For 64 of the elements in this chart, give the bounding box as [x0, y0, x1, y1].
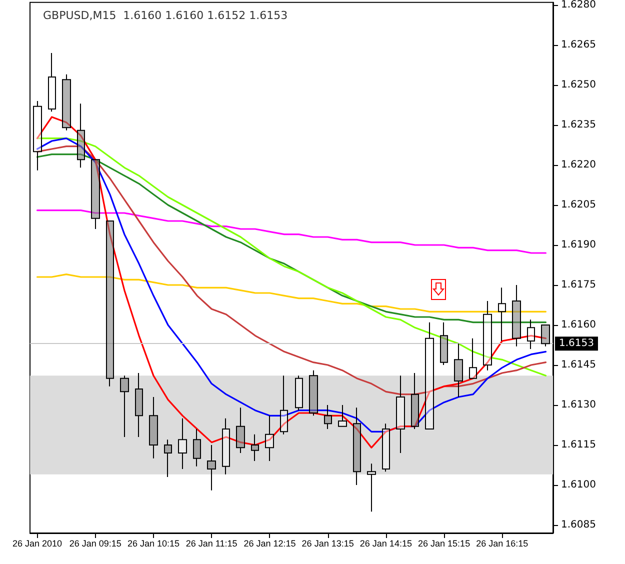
candlestick	[338, 404, 347, 427]
candlestick	[440, 322, 448, 366]
y-tick-label: 1.6175	[561, 280, 596, 290]
line-series	[36, 154, 547, 324]
y-tick-label: 1.6280	[561, 0, 596, 10]
x-tick-label: 26 Jan 2010	[12, 538, 62, 548]
candlestick	[512, 284, 521, 347]
line-series	[36, 274, 547, 312]
candlestick	[106, 220, 114, 387]
y-tick-label: 1.6115	[561, 440, 596, 450]
candlestick	[222, 418, 230, 475]
x-tick-label: 26 Jan 10:15	[127, 538, 180, 548]
candlestick	[135, 372, 143, 438]
y-tick-label: 1.6160	[561, 320, 596, 330]
candlestick	[265, 415, 274, 462]
candlestick	[541, 324, 550, 347]
candlestick	[367, 463, 376, 512]
candlestick	[498, 287, 506, 342]
y-tick-label: 1.6130	[561, 400, 596, 410]
candlestick	[425, 322, 434, 430]
candlestick	[324, 404, 332, 430]
candlestick	[483, 300, 492, 371]
x-tick-label: 26 Jan 09:15	[69, 538, 122, 548]
candlestick	[120, 375, 129, 438]
candlestick	[178, 418, 187, 470]
candlestick	[454, 343, 463, 398]
y-tick-label: 1.6235	[561, 120, 596, 130]
candlestick	[164, 439, 172, 478]
x-tick-label: 26 Jan 12:15	[244, 538, 296, 548]
candlestick	[207, 444, 216, 491]
candlestick	[48, 52, 56, 112]
candlestick	[77, 103, 85, 168]
y-tick-label: 1.6220	[561, 160, 596, 170]
x-tick-label: 26 Jan 15:15	[418, 538, 470, 548]
y-tick-label: 1.6145	[561, 360, 596, 370]
line-series	[36, 210, 547, 254]
candlestick	[382, 423, 390, 472]
candlestick	[91, 159, 100, 230]
x-tick-label: 26 Jan 11:15	[186, 538, 238, 548]
candlestick	[396, 375, 405, 454]
candlestick	[295, 375, 303, 411]
candlestick	[309, 370, 318, 416]
y-tick-label: 1.6100	[561, 480, 596, 490]
candlestick	[33, 100, 42, 171]
candlestick	[251, 434, 259, 462]
text: GBPUSD,M15 1.6160 1.6160 1.6152 1.6153	[43, 9, 288, 22]
candlestick	[149, 396, 158, 459]
ref-line-label: 1.6153	[559, 338, 594, 350]
y-tick-label: 1.6190	[561, 240, 596, 250]
y-tick-label: 1.6085	[561, 520, 596, 530]
x-tick-label: 26 Jan 16:15	[476, 538, 528, 548]
candlestick	[469, 338, 477, 379]
y-tick-label: 1.6205	[561, 200, 596, 210]
candlestick	[236, 407, 245, 454]
candlestick	[280, 375, 288, 435]
x-tick-label: 26 Jan 14:15	[360, 538, 412, 548]
y-tick-label: 1.6250	[561, 80, 596, 90]
candlestick	[193, 428, 201, 467]
x-tick-label: 26 Jan 13:15	[302, 538, 354, 548]
candlestick	[353, 407, 361, 486]
candlestick	[411, 372, 419, 430]
candlestick	[527, 319, 535, 350]
y-tick-label: 1.6265	[561, 40, 596, 50]
candlestick	[62, 74, 71, 131]
